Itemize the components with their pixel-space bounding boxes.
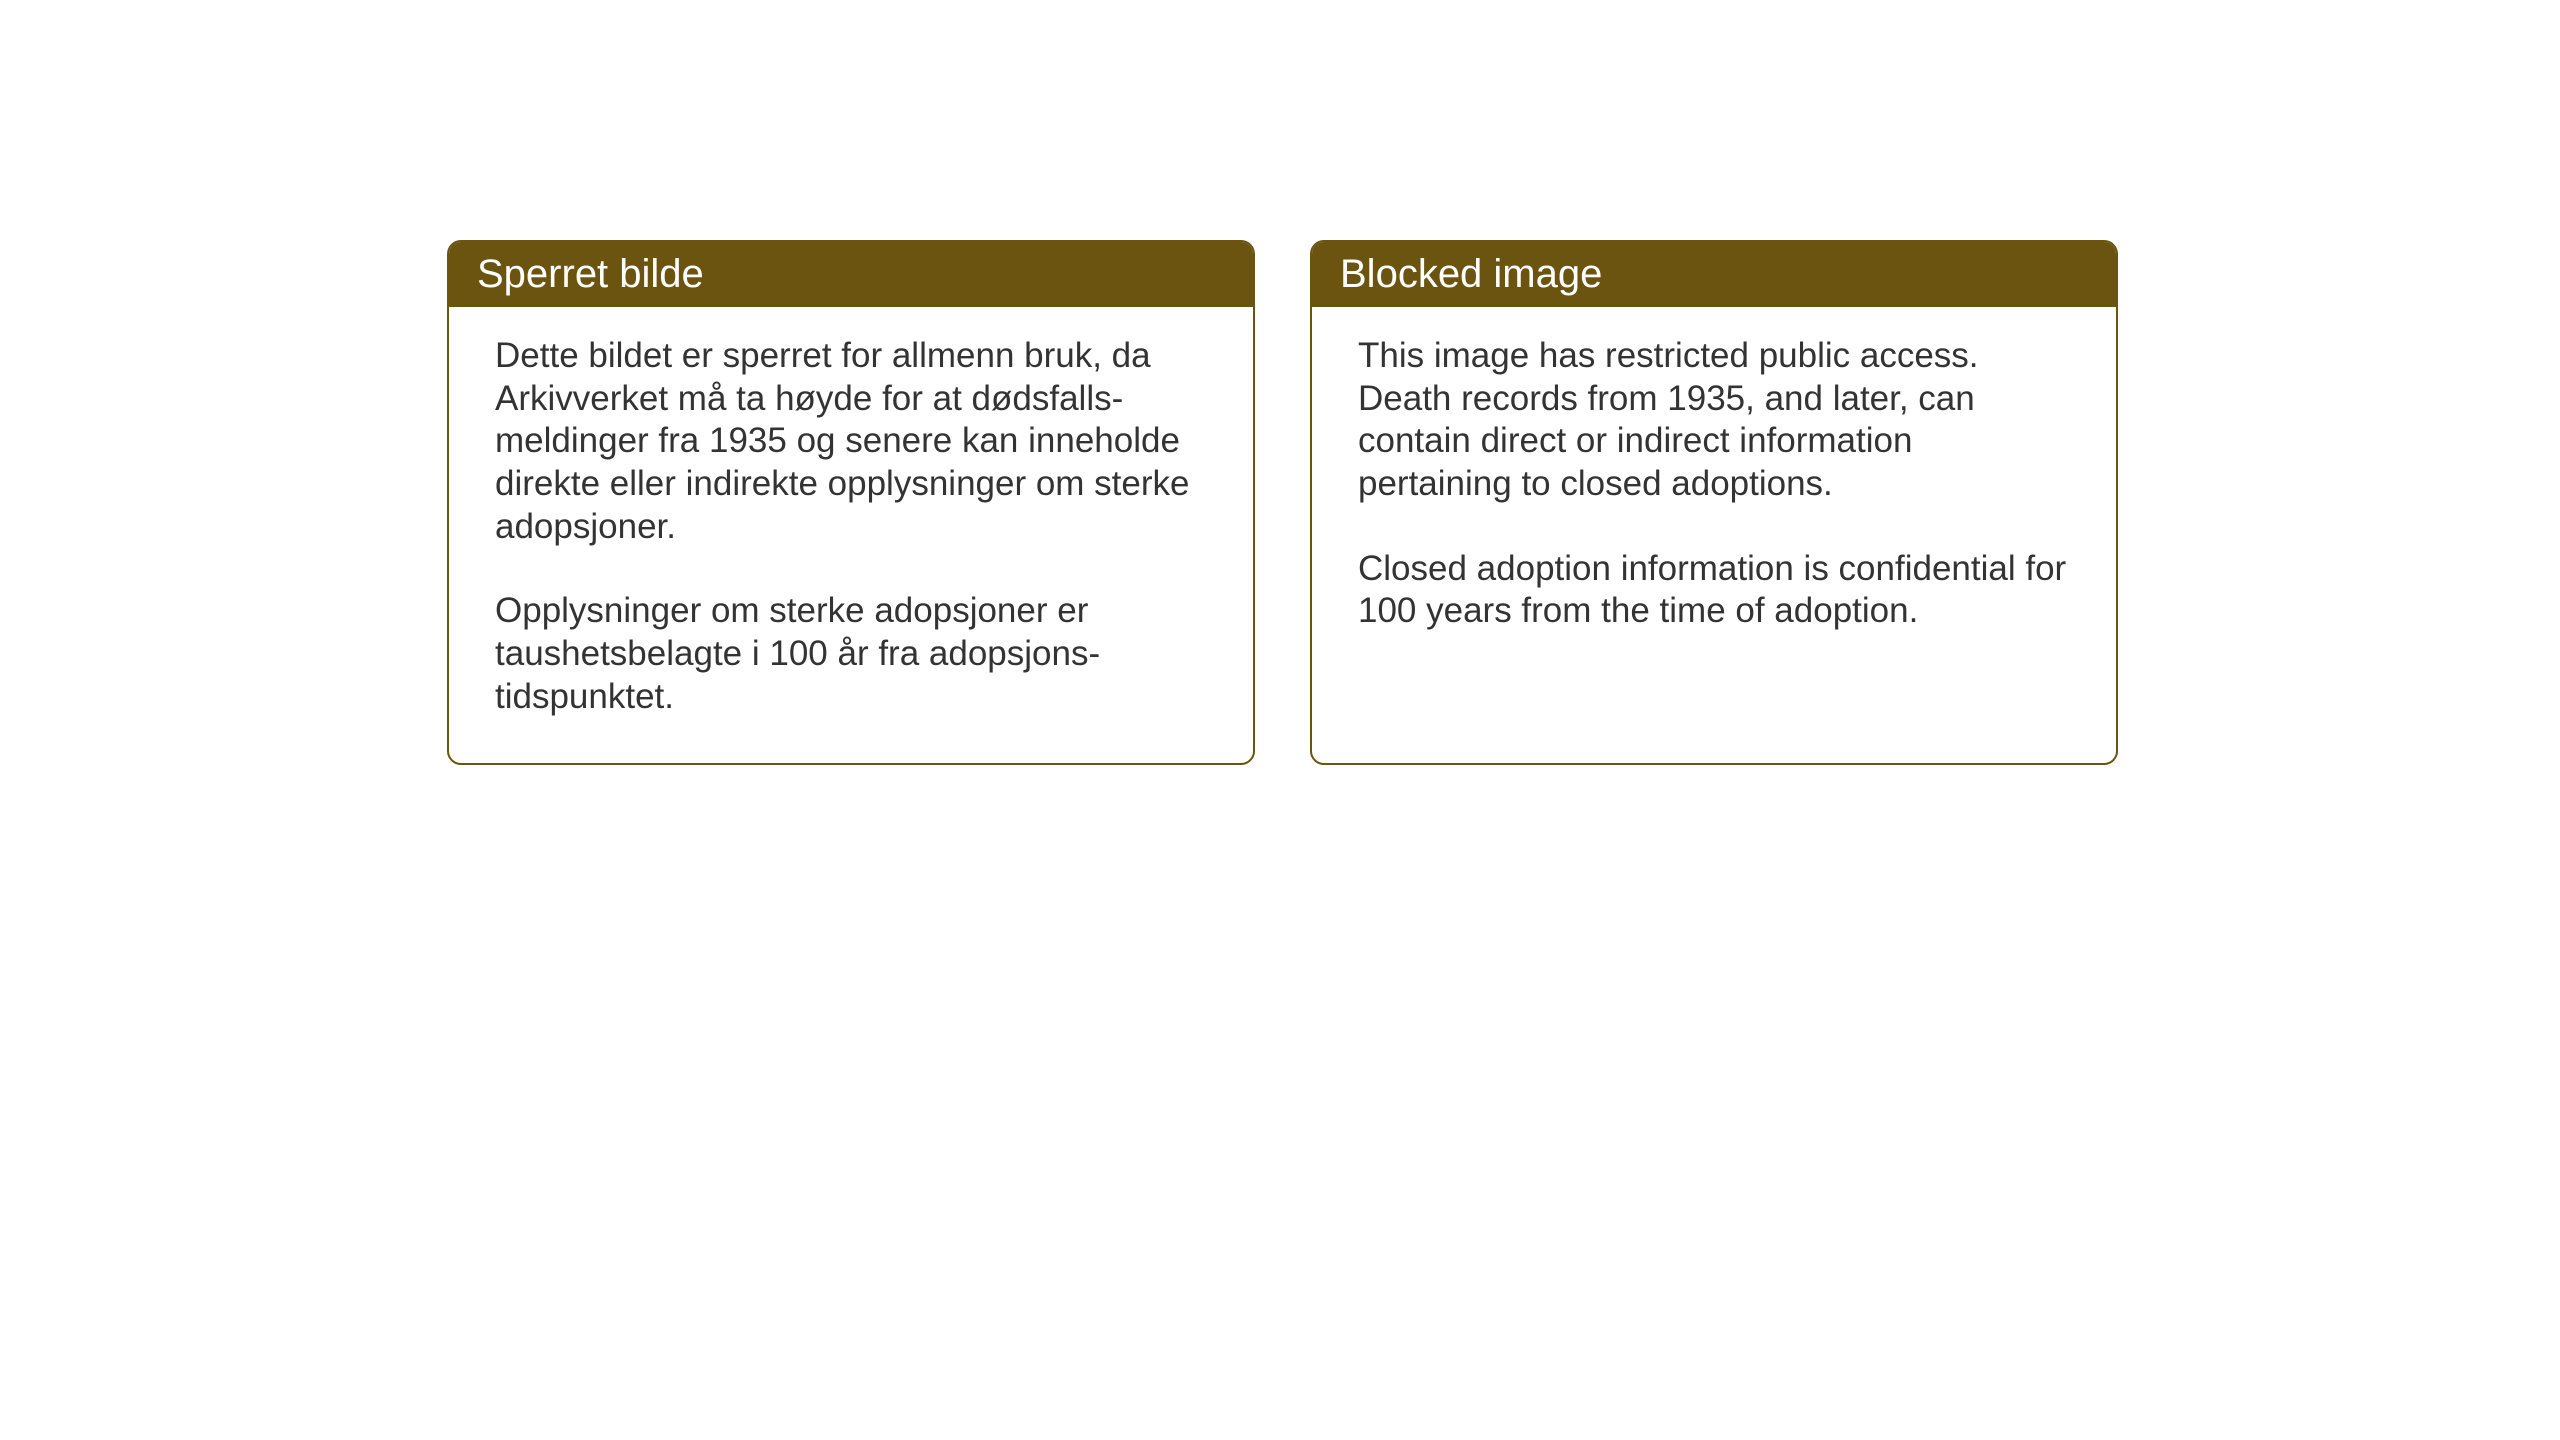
notice-card-english: Blocked image This image has restricted … (1310, 240, 2118, 765)
card-paragraph-1-norwegian: Dette bildet er sperret for allmenn bruk… (495, 335, 1207, 548)
card-body-english: This image has restricted public access.… (1312, 307, 2116, 733)
card-body-norwegian: Dette bildet er sperret for allmenn bruk… (449, 307, 1253, 763)
card-paragraph-2-english: Closed adoption information is confident… (1358, 548, 2070, 633)
notice-card-norwegian: Sperret bilde Dette bildet er sperret fo… (447, 240, 1255, 765)
card-paragraph-1-english: This image has restricted public access.… (1358, 335, 2070, 506)
card-title-norwegian: Sperret bilde (449, 242, 1253, 307)
card-paragraph-2-norwegian: Opplysninger om sterke adopsjoner er tau… (495, 590, 1207, 718)
card-title-english: Blocked image (1312, 242, 2116, 307)
notice-cards-container: Sperret bilde Dette bildet er sperret fo… (447, 240, 2118, 765)
